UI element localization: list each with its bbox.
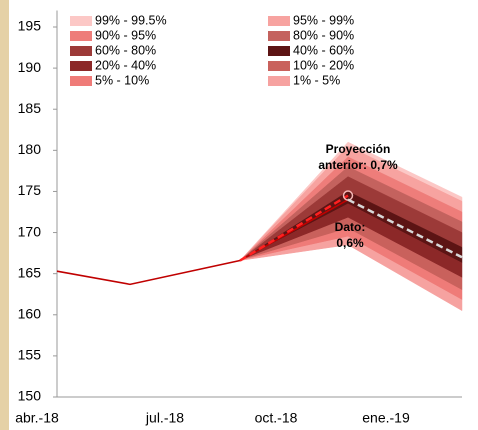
legend-swatch (268, 31, 290, 41)
legend-label: 90% - 95% (95, 28, 156, 42)
y-tick-label: 160 (18, 305, 42, 321)
legend-label: 99% - 99.5% (95, 13, 167, 27)
fan-band (239, 236, 463, 312)
line (239, 194, 349, 262)
y-tick-label: 155 (18, 347, 42, 363)
annotation: Proyección (326, 142, 391, 156)
legend-swatch (268, 16, 290, 26)
legend-swatch (268, 46, 290, 56)
annotation: 0,6% (336, 236, 364, 250)
side-strip (0, 0, 9, 430)
legend-label: 1% - 5% (293, 73, 340, 87)
legend-label: 95% - 99% (293, 13, 354, 27)
y-tick-label: 180 (18, 141, 42, 157)
legend-swatch (70, 16, 92, 26)
line (56, 198, 349, 286)
x-tick-label: abr.-18 (15, 410, 59, 426)
y-tick-label: 175 (18, 182, 42, 198)
x-tick-label: oct.-18 (255, 410, 298, 426)
legend-label: 60% - 80% (95, 43, 156, 57)
y-tick-label: 170 (18, 223, 42, 239)
legend-label: 40% - 60% (293, 43, 354, 57)
y-tick-label: 150 (18, 388, 42, 404)
legend-swatch (268, 76, 290, 86)
legend-swatch (70, 46, 92, 56)
y-tick-label: 195 (18, 18, 42, 34)
legend-label: 20% - 40% (95, 58, 156, 72)
legend-swatch (70, 76, 92, 86)
legend-swatch (268, 61, 290, 71)
y-tick-label: 165 (18, 264, 42, 280)
x-tick-label: jul.-18 (145, 410, 184, 426)
y-tick-label: 185 (18, 100, 42, 116)
y-tick-label: 190 (18, 59, 42, 75)
x-tick-label: ene.-19 (362, 410, 410, 426)
legend-swatch (70, 61, 92, 71)
legend-label: 10% - 20% (293, 58, 354, 72)
legend-label: 80% - 90% (293, 28, 354, 42)
legend-swatch (70, 31, 92, 41)
annotation: anterior: 0,7% (318, 158, 398, 172)
annotation: Dato: (335, 220, 366, 234)
legend-label: 5% - 10% (95, 73, 149, 87)
